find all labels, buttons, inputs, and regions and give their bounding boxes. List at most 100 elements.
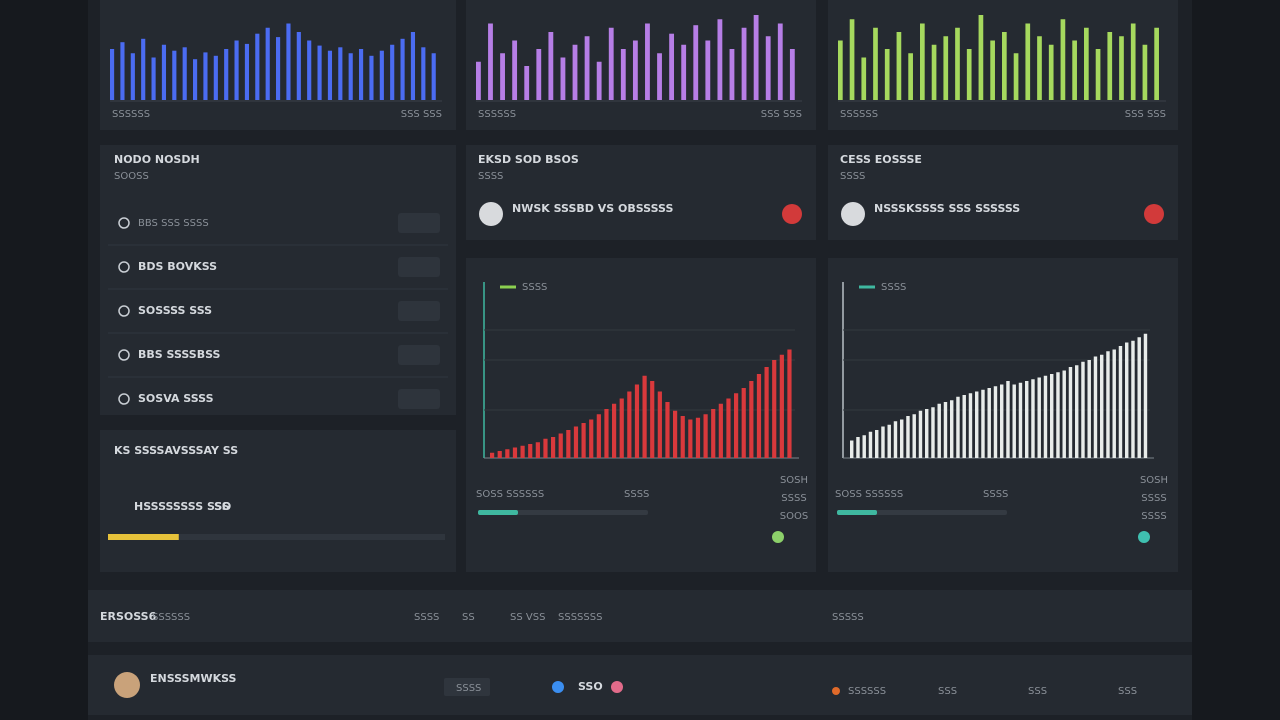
bar (937, 403, 941, 458)
label: SOOSS (114, 171, 149, 182)
label: SSSS (881, 282, 906, 293)
slider-track (478, 510, 648, 515)
bar (912, 414, 916, 458)
tag: SSS (1118, 686, 1137, 697)
bar (1002, 32, 1007, 100)
list-item: SOSSSS SSS (138, 304, 212, 317)
bar (1012, 384, 1016, 458)
bar (182, 47, 187, 100)
bar (558, 433, 563, 458)
bar (161, 44, 167, 100)
bar (856, 437, 860, 458)
bar (680, 416, 685, 458)
bar (900, 419, 904, 458)
alert-dot[interactable] (782, 204, 802, 224)
bar (881, 426, 885, 458)
bar (572, 44, 578, 100)
bar (862, 435, 866, 458)
nav-item[interactable]: SS (462, 612, 475, 623)
bar (1037, 36, 1042, 100)
bar (1018, 382, 1023, 458)
bar (410, 32, 416, 100)
label: SOSS SSSSSS (476, 489, 544, 500)
tag: SO (214, 500, 231, 513)
item-button[interactable] (398, 213, 440, 233)
bar (390, 44, 395, 100)
alert-dot[interactable] (1144, 204, 1164, 224)
bar (589, 419, 594, 458)
status-dot (1138, 531, 1150, 543)
label: SSS SSS (401, 109, 442, 120)
bar (650, 381, 655, 458)
bar (849, 19, 855, 100)
nav-item[interactable]: SS VSS (510, 612, 545, 623)
label: SSSS (781, 493, 806, 504)
bar (861, 57, 867, 100)
label: SSSS (522, 282, 547, 293)
label: SSSSSS (112, 109, 150, 120)
item-button[interactable] (398, 257, 440, 277)
bar (338, 47, 343, 100)
label: SSSS (1141, 511, 1166, 522)
bar (627, 391, 632, 458)
bar (756, 374, 762, 458)
section-title: ERSOSS6 (100, 610, 157, 623)
bar (955, 27, 960, 100)
bar (348, 53, 353, 100)
bar (543, 438, 548, 458)
item-icon (118, 261, 130, 273)
label: SSSSS (832, 612, 864, 623)
bar (528, 444, 533, 458)
bar (657, 391, 662, 458)
label: SSSSSS (478, 109, 516, 120)
bar (1031, 379, 1035, 458)
bar (608, 27, 614, 100)
nav-item[interactable]: SSSS (414, 612, 439, 623)
bar (1072, 40, 1077, 100)
slider-fill[interactable] (837, 510, 877, 515)
panel-title: KS SSSSAVSSSAY SS (114, 444, 238, 457)
bar (978, 15, 984, 100)
bar (873, 27, 878, 100)
bar (1084, 27, 1089, 100)
bar (224, 49, 229, 100)
bar (1050, 374, 1054, 458)
bar (500, 53, 505, 100)
slider-fill[interactable] (478, 510, 518, 515)
bar (244, 43, 250, 100)
bar (884, 49, 890, 100)
bar (581, 423, 586, 458)
bar (693, 25, 699, 101)
label: SSSS (478, 171, 503, 182)
slider-track (837, 510, 1007, 515)
bar (896, 32, 902, 100)
button[interactable] (444, 678, 490, 696)
bar (868, 431, 873, 458)
nav-item[interactable]: SSSSSSS (558, 612, 602, 623)
bar (400, 38, 405, 100)
label: SSS SSS (1125, 109, 1166, 120)
bar (1081, 361, 1085, 458)
bar (596, 414, 601, 458)
bar (987, 388, 991, 458)
item-button[interactable] (398, 389, 440, 409)
bar (741, 27, 747, 100)
bar (265, 27, 270, 100)
item-button[interactable] (398, 345, 440, 365)
bar (151, 57, 156, 100)
bar (931, 407, 935, 458)
bar (918, 410, 923, 458)
bar (1043, 375, 1048, 458)
bar (695, 417, 701, 458)
bar (203, 52, 208, 100)
bar (1048, 44, 1054, 100)
bar (520, 445, 525, 458)
bar (488, 23, 493, 100)
bar (850, 440, 854, 458)
bar (645, 23, 650, 100)
bar (560, 57, 566, 100)
bar (968, 393, 973, 458)
bar (536, 49, 542, 100)
item-button[interactable] (398, 301, 440, 321)
